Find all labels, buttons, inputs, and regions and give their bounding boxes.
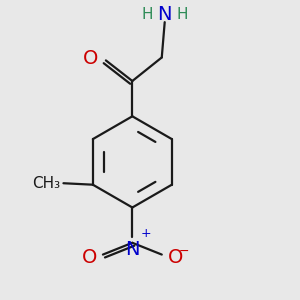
Text: O: O <box>83 50 98 68</box>
Text: N: N <box>125 240 140 259</box>
Text: +: + <box>141 227 151 240</box>
Text: O: O <box>168 248 183 267</box>
Text: −: − <box>179 245 189 258</box>
Text: H: H <box>176 7 188 22</box>
Text: O: O <box>82 248 97 267</box>
Text: N: N <box>158 5 172 24</box>
Text: H: H <box>141 7 153 22</box>
Text: CH₃: CH₃ <box>32 176 61 191</box>
